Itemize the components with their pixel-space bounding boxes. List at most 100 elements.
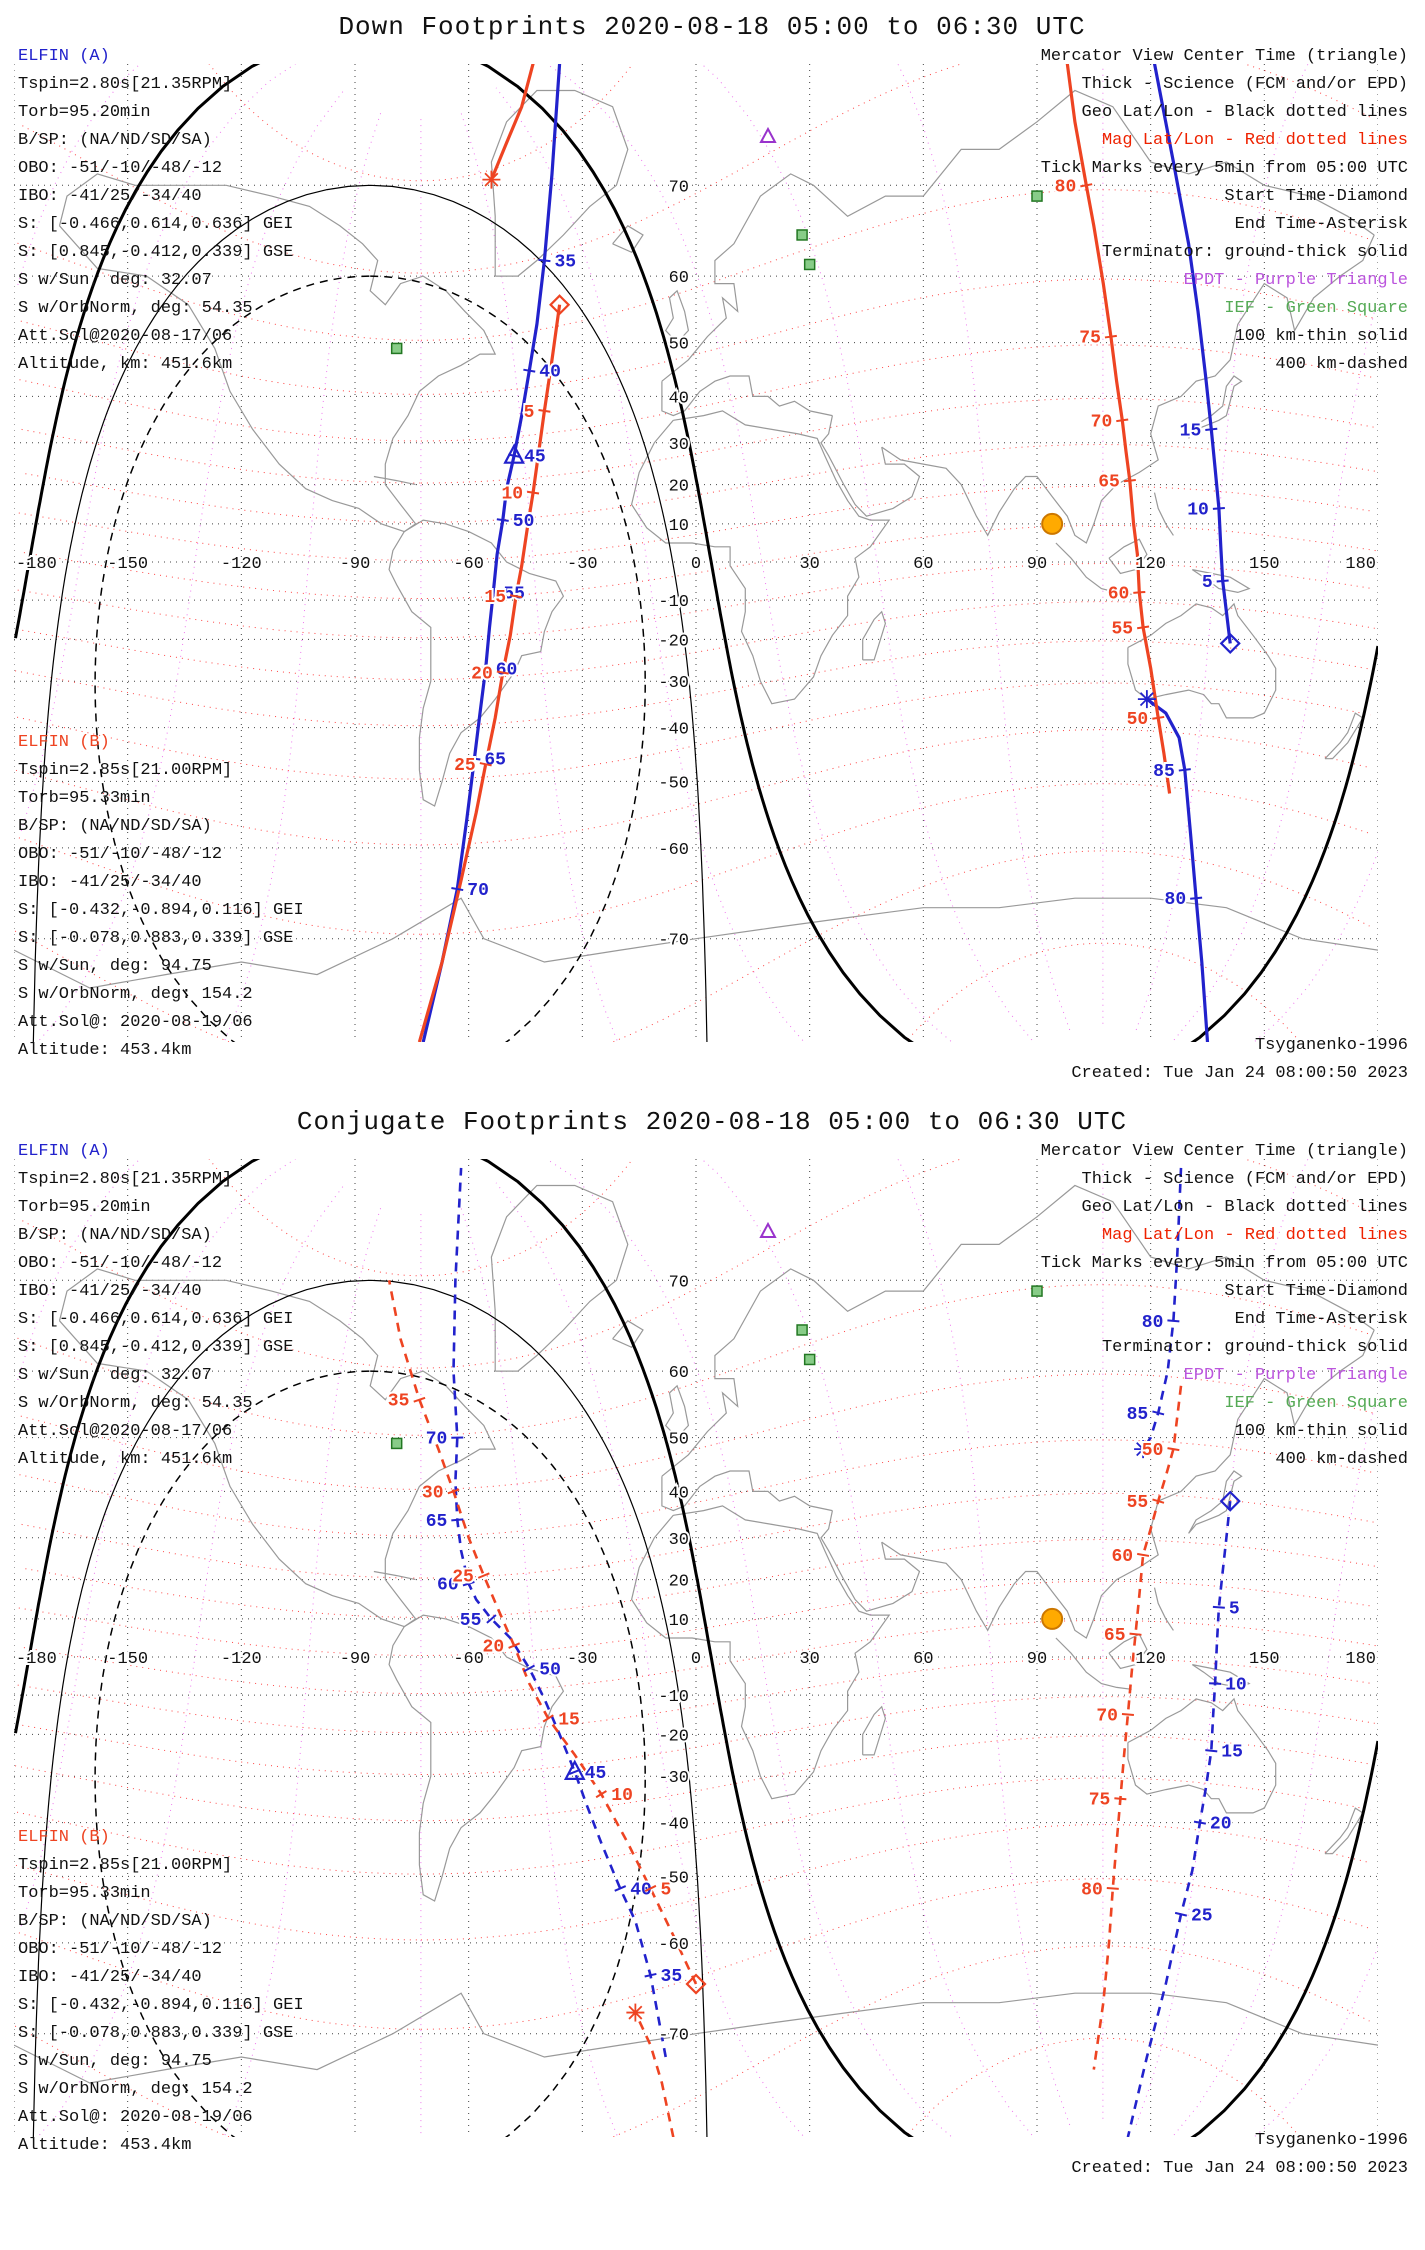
coastlines [14,1184,1378,2084]
elfin-a-header: ELFIN (A) [18,1142,110,1161]
legend-line: End Time-Asterisk [1235,1310,1408,1329]
time-tick-label: 20 [1210,1815,1232,1835]
end-time-asterisk-marker [1134,1440,1153,1459]
end-time-asterisk-marker [1137,690,1156,709]
legend-line: IEF - Green Square [1224,299,1408,318]
time-tick-label: 60 [1111,1547,1133,1567]
longitude-tick-label: -120 [221,1650,262,1669]
latitude-tick-label: 70 [669,178,689,197]
terminator-100km-thin [32,1279,708,2137]
map-area [14,64,1378,1042]
time-tick-label: 60 [437,1576,459,1596]
latitude-tick-label: 50 [669,1431,689,1450]
latitude-tick-label: -60 [658,1936,689,1955]
legend-line: Terminator: ground-thick solid [1102,1338,1408,1357]
ief-green-square-icon [390,1437,403,1450]
time-tick-label: 65 [426,1512,448,1532]
legend-line: Terminator: ground-thick solid [1102,243,1408,262]
elfin-b-info-line: Altitude: 453.4km [18,2136,191,2155]
latitude-tick-label: 70 [669,1273,689,1292]
latitude-tick-label: 40 [669,389,689,408]
time-tick-label: 35 [661,1967,683,1987]
latitude-tick-label: 40 [669,1484,689,1503]
elfin-a-info-line: Altitude, km: 451.6km [18,1450,232,1469]
time-tick-label: 40 [630,1880,652,1900]
sun-subsolar-icon [1041,1607,1064,1630]
time-tick-label: 85 [1127,1405,1149,1425]
legend-line: IEF - Green Square [1224,1394,1408,1413]
elfin-a-info-line: OBO: -51/-10/-48/-12 [18,159,222,178]
latitude-tick-label: 10 [669,1612,689,1631]
panel-title-conjugate: Conjugate Footprints 2020-08-18 05:00 to… [297,1107,1127,1137]
map-down-footprints: Down Footprints 2020-08-18 05:00 to 06:3… [14,12,1408,1083]
elfin-a-info-line: S: [-0.466,0.614,0.636] GEI [18,1310,293,1329]
time-tick-label: 45 [524,448,546,468]
latitude-tick-label: -40 [658,721,689,740]
legend-line: Thick - Science (FCM and/or EPD) [1082,75,1408,94]
elfin-a-info-block: ELFIN (A) Tspin=2.80s[21.35RPM] Torb=95.20… [18,1142,293,1469]
time-tick-label: 80 [1165,890,1187,910]
time-tick-label: 25 [454,756,476,776]
elfin-b-info-line: Torb=95.33min [18,1884,151,1903]
panel-conjugate-footprints: Conjugate Footprints 2020-08-18 05:00 to… [0,1095,1425,2250]
start-time-diamond-marker [549,294,571,316]
map-conjugate-footprints: Conjugate Footprints 2020-08-18 05:00 to… [14,1107,1408,2178]
time-tick-label: 60 [496,660,518,680]
terminator-400km-dashed [94,1370,646,2137]
legend-line: 400 km-dashed [1275,355,1408,374]
time-tick-label: 65 [484,751,506,771]
time-tick-label: 30 [422,1483,444,1503]
longitude-tick-label: -30 [567,1650,598,1669]
longitude-tick-label: 0 [691,1650,701,1669]
time-tick-label: 20 [483,1638,505,1658]
latitude-tick-label: 10 [669,517,689,536]
time-tick-label: 15 [1180,421,1202,441]
elfin-b-info-line: S: [-0.078,0.883,0.339] GSE [18,2024,293,2043]
longitude-tick-label: -150 [107,555,148,574]
mag-latitude-graticule [14,64,1378,1042]
longitude-tick-label: 90 [1027,555,1047,574]
latitude-tick-label: 50 [669,336,689,355]
latitude-tick-label: -70 [658,2027,689,2046]
legend-line: EPDT - Purple Triangle [1184,271,1408,290]
elfin-a-info-line: Tspin=2.80s[21.35RPM] [18,75,232,94]
longitude-tick-label: 150 [1249,555,1280,574]
time-tick-label: 15 [484,588,506,608]
map-overlay: 5101520253540455055606570808551015202530… [386,1311,1249,2022]
longitude-tick-label: -90 [340,1650,371,1669]
elfin-b-info-line: S: [-0.432,-0.894,0.116] GEI [18,901,304,920]
station-markers [390,1221,1043,1450]
credits-block: Tsyganenko-1996 Created: Tue Jan 24 08:00… [1071,2131,1408,2178]
map-overlay: 5 10 15 35 40 45 50 55 60 65 70 80 85 5 10 15 20 25 50 55 60… [451,170,1241,912]
latitude-tick-label: 20 [669,1573,689,1592]
time-tick-label: 55 [460,1611,482,1631]
time-tick-label: 70 [467,881,489,901]
longitude-tick-label: 120 [1135,555,1166,574]
legend-line: Geo Lat/Lon - Black dotted lines [1082,1198,1408,1217]
elfin-a-info-line: S w/Sun, deg: 32.07 [18,1366,212,1385]
geo-graticule [14,1159,1378,2137]
longitude-tick-label: 150 [1249,1650,1280,1669]
panel-down-footprints: Down Footprints 2020-08-18 05:00 to 06:3… [0,0,1425,1095]
track-elfin_a [421,64,1232,1042]
ief-green-square-icon [1031,1285,1043,1297]
start-time-diamond-marker [1219,632,1241,654]
elfin-b-info-line: OBO: -51/-10/-48/-12 [18,1940,222,1959]
station-markers [390,126,1043,355]
end-time-asterisk-marker [482,170,501,189]
latitude-tick-label: -40 [658,1816,689,1835]
elfin-a-info-line: Altitude, km: 451.6km [18,355,232,374]
time-tick-label: 5 [524,403,535,423]
time-tick-label: 70 [1096,1706,1118,1726]
elfin-a-info-line: Att.Sol@2020-08-17/06 [18,327,232,346]
credits-block: Tsyganenko-1996 Created: Tue Jan 24 08:00… [1071,1036,1408,1083]
longitude-tick-label: 0 [691,555,701,574]
elfin-b-info-line: B/SP: (NA/ND/SD/SA) [18,817,212,836]
elfin-a-info-line: B/SP: (NA/ND/SD/SA) [18,131,212,150]
ief-green-square-icon [1031,190,1043,202]
legend-line: Mercator View Center Time (triangle) [1041,47,1408,66]
legend-line: Mag Lat/Lon - Red dotted lines [1102,1226,1408,1245]
latitude-tick-label: -20 [658,632,689,651]
time-tick-label: 50 [1127,710,1149,730]
